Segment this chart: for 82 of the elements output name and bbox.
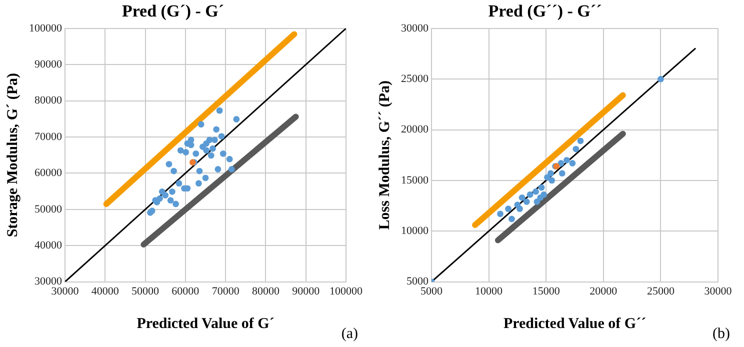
point <box>198 121 204 128</box>
x-tick-label: 70000 <box>212 285 240 298</box>
point <box>176 180 182 187</box>
y-tick-label: 90000 <box>34 58 62 70</box>
x-tick-label: 90000 <box>292 285 320 298</box>
y-tick-label: 70000 <box>34 130 62 143</box>
x-tick-label: 50000 <box>132 285 160 298</box>
x-axis-title: Predicted Value of G´ <box>136 316 274 332</box>
x-tick-label: 5000 <box>420 285 443 298</box>
point <box>497 210 504 218</box>
point <box>168 188 176 195</box>
point <box>516 206 523 212</box>
x-tick-label: 30000 <box>51 285 80 298</box>
point <box>547 170 554 177</box>
y-tick-label: 25000 <box>401 72 429 85</box>
x-tick-label: 40000 <box>91 285 120 298</box>
point <box>172 200 179 208</box>
point <box>218 133 225 140</box>
x-tick-label: 100000 <box>330 285 363 298</box>
x-tick-label: 80000 <box>252 285 280 298</box>
point <box>213 126 220 133</box>
point <box>226 156 233 162</box>
point <box>538 184 545 191</box>
point <box>526 191 534 198</box>
point <box>196 168 203 174</box>
text: (b) <box>712 326 730 343</box>
point <box>220 150 226 157</box>
point <box>210 145 216 152</box>
point <box>233 116 240 122</box>
point <box>228 166 235 172</box>
y-tick-label: 10000 <box>401 225 429 238</box>
x-tick-label: 10000 <box>475 285 504 298</box>
y-tick-label: 100000 <box>29 22 62 34</box>
point <box>158 188 166 195</box>
point <box>508 216 515 222</box>
y-tick-label: 60000 <box>34 167 62 180</box>
point <box>558 160 564 166</box>
x-tick-label: 20000 <box>590 285 618 298</box>
point <box>166 160 172 168</box>
point <box>564 156 570 164</box>
point <box>216 107 223 114</box>
point <box>518 194 526 201</box>
y-tick-label: 5000 <box>406 276 429 288</box>
point <box>214 166 222 172</box>
point <box>537 194 544 201</box>
point <box>658 76 664 82</box>
point <box>170 168 177 174</box>
point <box>532 188 539 195</box>
chart-title: Pred (G´) - G´ <box>122 2 224 21</box>
text: (a) <box>341 326 358 343</box>
point <box>558 170 566 177</box>
point <box>577 138 584 144</box>
y-tick-label: 40000 <box>34 239 62 252</box>
point <box>569 160 576 166</box>
x-tick-label: 30000 <box>704 285 732 298</box>
point <box>534 198 540 205</box>
y-tick-label: 30000 <box>34 276 62 288</box>
point <box>192 150 200 157</box>
y-tick-label: 30000 <box>401 22 429 34</box>
x-tick-label: 25000 <box>646 285 675 298</box>
x-tick-label: 60000 <box>172 285 200 298</box>
point <box>572 146 580 152</box>
y-tick-label: 80000 <box>34 94 62 107</box>
point <box>523 198 530 205</box>
x-axis-title: Predicted Value of G´´ <box>503 316 646 332</box>
point <box>208 152 214 159</box>
point <box>182 149 190 156</box>
y-axis-title: Loss Modulus, G´´ (Pa) <box>376 80 393 230</box>
y-tick-label: 15000 <box>401 174 429 186</box>
chart-title: Pred (G´´) - G´´ <box>488 2 602 21</box>
y-tick-label: 20000 <box>401 124 429 136</box>
point <box>195 180 202 187</box>
point <box>505 206 512 212</box>
x-tick-label: 15000 <box>532 285 560 298</box>
point <box>203 147 210 154</box>
point <box>548 177 556 184</box>
point <box>212 136 218 144</box>
point <box>167 197 174 204</box>
y-axis-title: Storage Modulus, G´ (Pa) <box>4 73 21 238</box>
point <box>177 147 184 154</box>
y-tick-label: 50000 <box>34 203 62 216</box>
point <box>202 174 209 182</box>
